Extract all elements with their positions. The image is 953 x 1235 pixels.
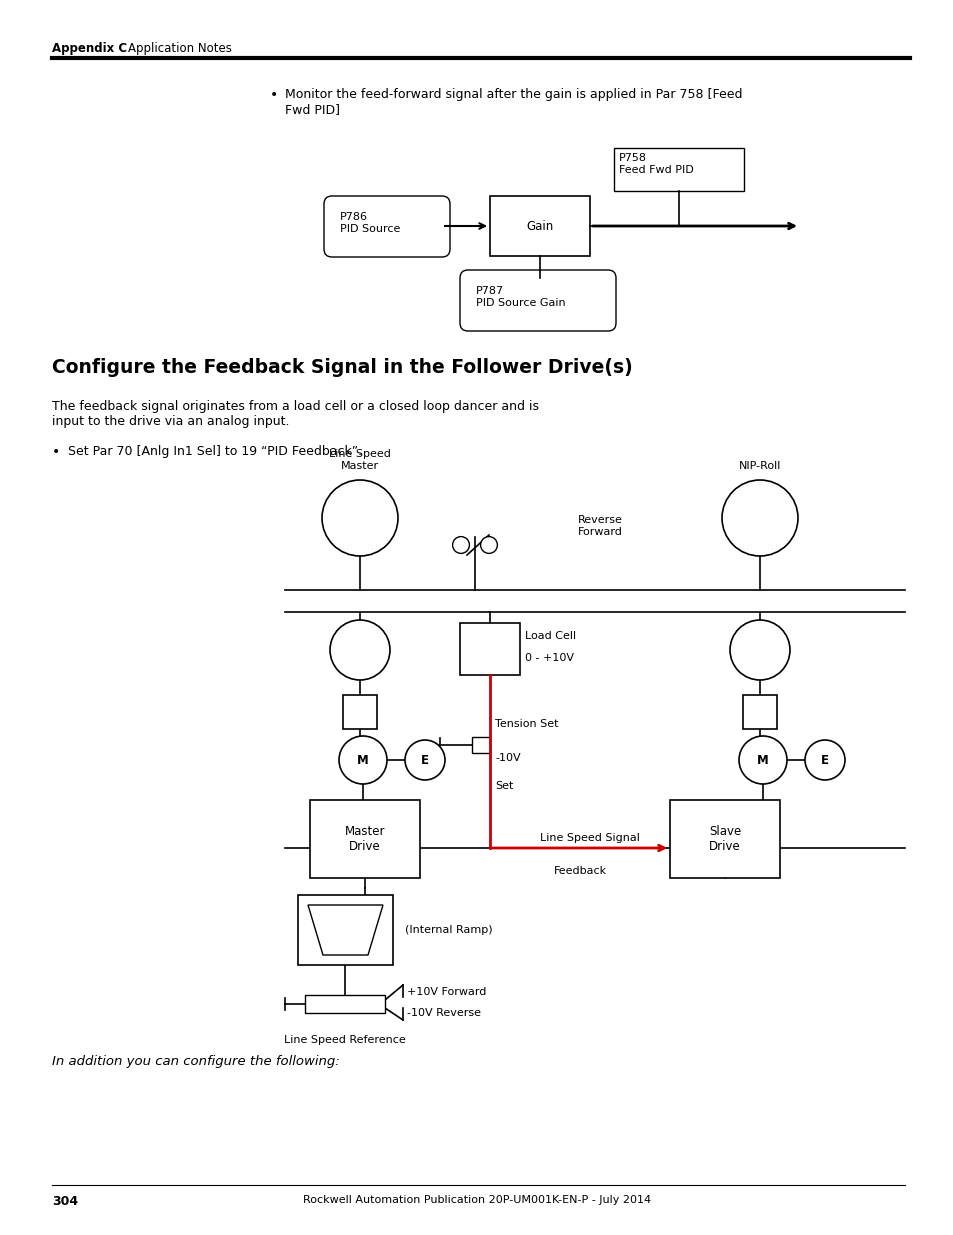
Text: Master
Drive: Master Drive bbox=[344, 825, 385, 853]
Text: E: E bbox=[420, 753, 429, 767]
Text: (Internal Ramp): (Internal Ramp) bbox=[405, 925, 492, 935]
FancyBboxPatch shape bbox=[742, 695, 776, 729]
Text: 0 - +10V: 0 - +10V bbox=[524, 653, 574, 663]
Text: Gain: Gain bbox=[526, 220, 553, 232]
Text: M: M bbox=[356, 753, 369, 767]
Text: •: • bbox=[270, 88, 278, 103]
Circle shape bbox=[452, 536, 469, 553]
Text: Appendix C: Appendix C bbox=[52, 42, 127, 56]
FancyBboxPatch shape bbox=[324, 196, 450, 257]
Circle shape bbox=[804, 740, 844, 781]
Text: Monitor the feed-forward signal after the gain is applied in Par 758 [Feed
Fwd P: Monitor the feed-forward signal after th… bbox=[285, 88, 741, 116]
Polygon shape bbox=[308, 905, 382, 955]
Text: Tension Set: Tension Set bbox=[495, 719, 558, 729]
Text: The feedback signal originates from a load cell or a closed loop dancer and is
i: The feedback signal originates from a lo… bbox=[52, 400, 538, 429]
FancyBboxPatch shape bbox=[472, 737, 490, 753]
Text: P787
PID Source Gain: P787 PID Source Gain bbox=[476, 287, 565, 308]
FancyBboxPatch shape bbox=[459, 270, 616, 331]
Circle shape bbox=[729, 620, 789, 680]
Circle shape bbox=[739, 736, 786, 784]
Text: E: E bbox=[821, 753, 828, 767]
Circle shape bbox=[480, 536, 497, 553]
Text: Line Speed Signal: Line Speed Signal bbox=[539, 832, 639, 844]
FancyBboxPatch shape bbox=[490, 196, 589, 256]
Text: Feedback: Feedback bbox=[553, 866, 606, 876]
Text: P786
PID Source: P786 PID Source bbox=[339, 212, 400, 233]
FancyBboxPatch shape bbox=[343, 695, 376, 729]
Text: Application Notes: Application Notes bbox=[128, 42, 232, 56]
Circle shape bbox=[721, 480, 797, 556]
FancyBboxPatch shape bbox=[459, 622, 519, 676]
FancyBboxPatch shape bbox=[297, 895, 393, 965]
Text: Load Cell: Load Cell bbox=[524, 631, 576, 641]
Text: M: M bbox=[757, 753, 768, 767]
Circle shape bbox=[405, 740, 444, 781]
Text: -10V: -10V bbox=[495, 753, 520, 763]
Text: •: • bbox=[52, 445, 60, 459]
Text: P758
Feed Fwd PID: P758 Feed Fwd PID bbox=[618, 153, 693, 174]
Circle shape bbox=[330, 620, 390, 680]
Text: Line Speed
Master: Line Speed Master bbox=[329, 450, 391, 471]
Circle shape bbox=[322, 480, 397, 556]
Circle shape bbox=[338, 736, 387, 784]
Text: Rockwell Automation Publication 20P-UM001K-EN-P - July 2014: Rockwell Automation Publication 20P-UM00… bbox=[303, 1195, 650, 1205]
Text: 304: 304 bbox=[52, 1195, 78, 1208]
Text: Configure the Feedback Signal in the Follower Drive(s): Configure the Feedback Signal in the Fol… bbox=[52, 358, 632, 377]
Text: Line Speed Reference: Line Speed Reference bbox=[284, 1035, 405, 1045]
Text: Reverse
Forward: Reverse Forward bbox=[577, 515, 621, 536]
Text: In addition you can configure the following:: In addition you can configure the follow… bbox=[52, 1055, 339, 1068]
Text: -10V Reverse: -10V Reverse bbox=[407, 1008, 480, 1018]
Text: Set Par 70 [Anlg In1 Sel] to 19 “PID Feedback”.: Set Par 70 [Anlg In1 Sel] to 19 “PID Fee… bbox=[68, 445, 362, 458]
Text: NIP-Roll: NIP-Roll bbox=[738, 461, 781, 471]
Text: Slave
Drive: Slave Drive bbox=[708, 825, 740, 853]
FancyBboxPatch shape bbox=[305, 995, 385, 1013]
Text: +10V Forward: +10V Forward bbox=[407, 987, 486, 997]
FancyBboxPatch shape bbox=[310, 800, 419, 878]
FancyBboxPatch shape bbox=[669, 800, 780, 878]
Text: Set: Set bbox=[495, 781, 513, 790]
FancyBboxPatch shape bbox=[614, 148, 743, 191]
